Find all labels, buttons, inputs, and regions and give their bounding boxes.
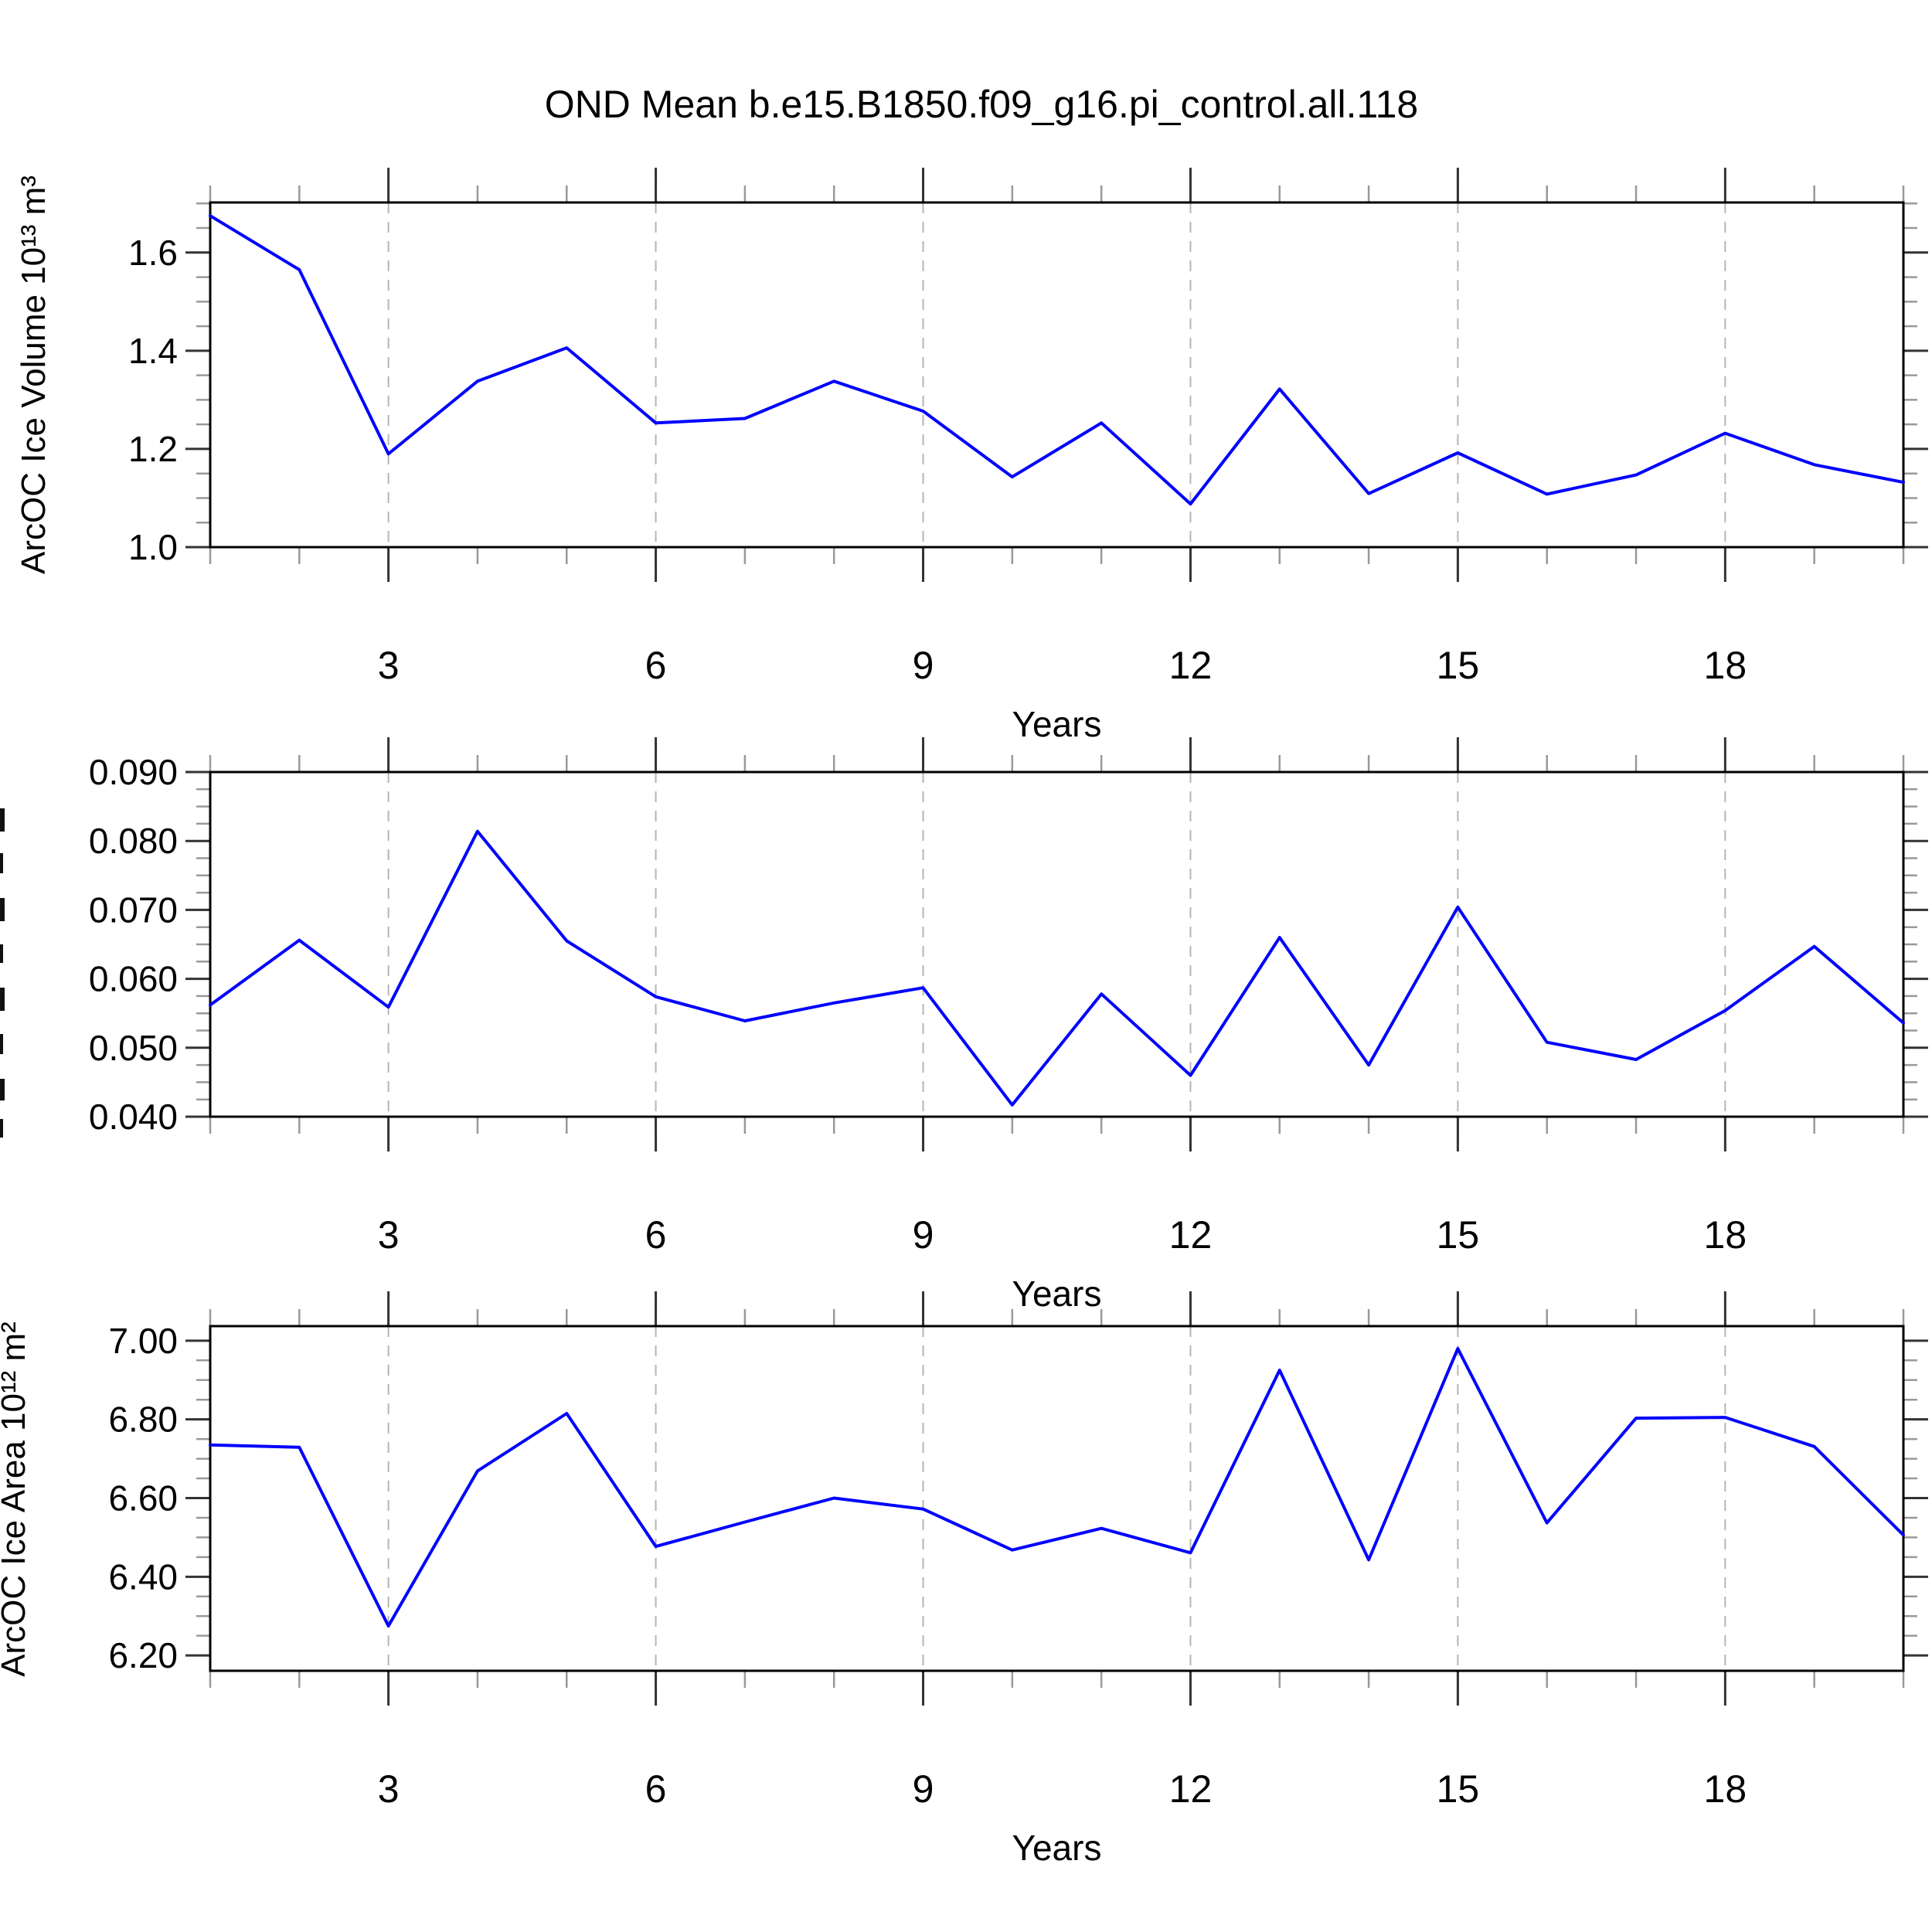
x-tick-label: 6 [645, 644, 667, 687]
x-tick-label: 18 [1704, 644, 1747, 687]
y-tick-label: 1.0 [128, 527, 178, 567]
panel-ice-area: 3 6 9 12 15 18 6.20 6.40 6.60 6.80 7.00 Years [108, 1291, 1928, 1868]
panel-ice-volume: 3 6 9 12 15 18 1.0 1.2 1.4 1.6 Years [128, 168, 1928, 744]
panel-frame [209, 1325, 1905, 1672]
data-line [209, 1347, 1905, 1628]
panel-frame [209, 201, 1905, 549]
x-tick-label: 12 [1169, 1767, 1213, 1811]
x-tick-label: 9 [913, 644, 934, 687]
y-tick-label: 0.070 [89, 889, 178, 930]
x-tick-label: 3 [378, 1213, 400, 1257]
x-tick-label: 9 [913, 1213, 934, 1257]
x-tick-label: 15 [1437, 644, 1480, 687]
clipped-y-axis-title-fragments [0, 808, 5, 1138]
y-tick-label: 0.040 [89, 1097, 178, 1137]
x-tick-label: 3 [378, 644, 400, 687]
y-tick-label: 1.2 [128, 429, 178, 469]
y-tick-label: 6.80 [108, 1400, 178, 1440]
x-tick-label: 9 [913, 1767, 934, 1811]
data-line [209, 829, 1905, 1107]
x-tick-label: 6 [645, 1767, 667, 1811]
chart-title: OND Mean b.e15.B1850.f09_g16.pi_control.… [545, 83, 1418, 126]
panel-frame [209, 770, 1905, 1118]
y-axis-title-ice-volume: ArcOC Ice Volume 10¹³ m³ [15, 175, 53, 574]
y-tick-label: 0.060 [89, 959, 178, 999]
x-tick-label: 15 [1437, 1213, 1480, 1257]
y-tick-label: 0.090 [89, 752, 178, 792]
y-tick-label: 6.40 [108, 1556, 178, 1597]
y-axis-title-ice-area: ArcOC Ice Area 10¹² m² [0, 1321, 32, 1677]
x-tick-label: 15 [1437, 1767, 1480, 1811]
x-axis-title: Years [1012, 704, 1102, 744]
y-tick-label: 7.00 [108, 1321, 178, 1361]
y-tick-label: 0.080 [89, 821, 178, 861]
panel-middle-series: 3 6 9 12 15 18 0.040 0.050 0.060 0.070 0.080 0.090 Y… [89, 737, 1928, 1314]
y-tick-label: 1.6 [128, 233, 178, 273]
x-tick-label: 6 [645, 1213, 667, 1257]
x-axis-title: Years [1012, 1274, 1102, 1314]
x-tick-label: 12 [1169, 644, 1213, 687]
data-line [209, 214, 1905, 506]
y-tick-label: 1.4 [128, 331, 178, 371]
x-tick-label: 3 [378, 1767, 400, 1811]
y-tick-label: 6.60 [108, 1478, 178, 1518]
x-tick-label: 12 [1169, 1213, 1213, 1257]
x-axis-title: Years [1012, 1828, 1102, 1868]
x-tick-label: 18 [1704, 1767, 1747, 1811]
y-tick-label: 0.050 [89, 1028, 178, 1068]
x-tick-label: 18 [1704, 1213, 1747, 1257]
y-tick-label: 6.20 [108, 1635, 178, 1675]
